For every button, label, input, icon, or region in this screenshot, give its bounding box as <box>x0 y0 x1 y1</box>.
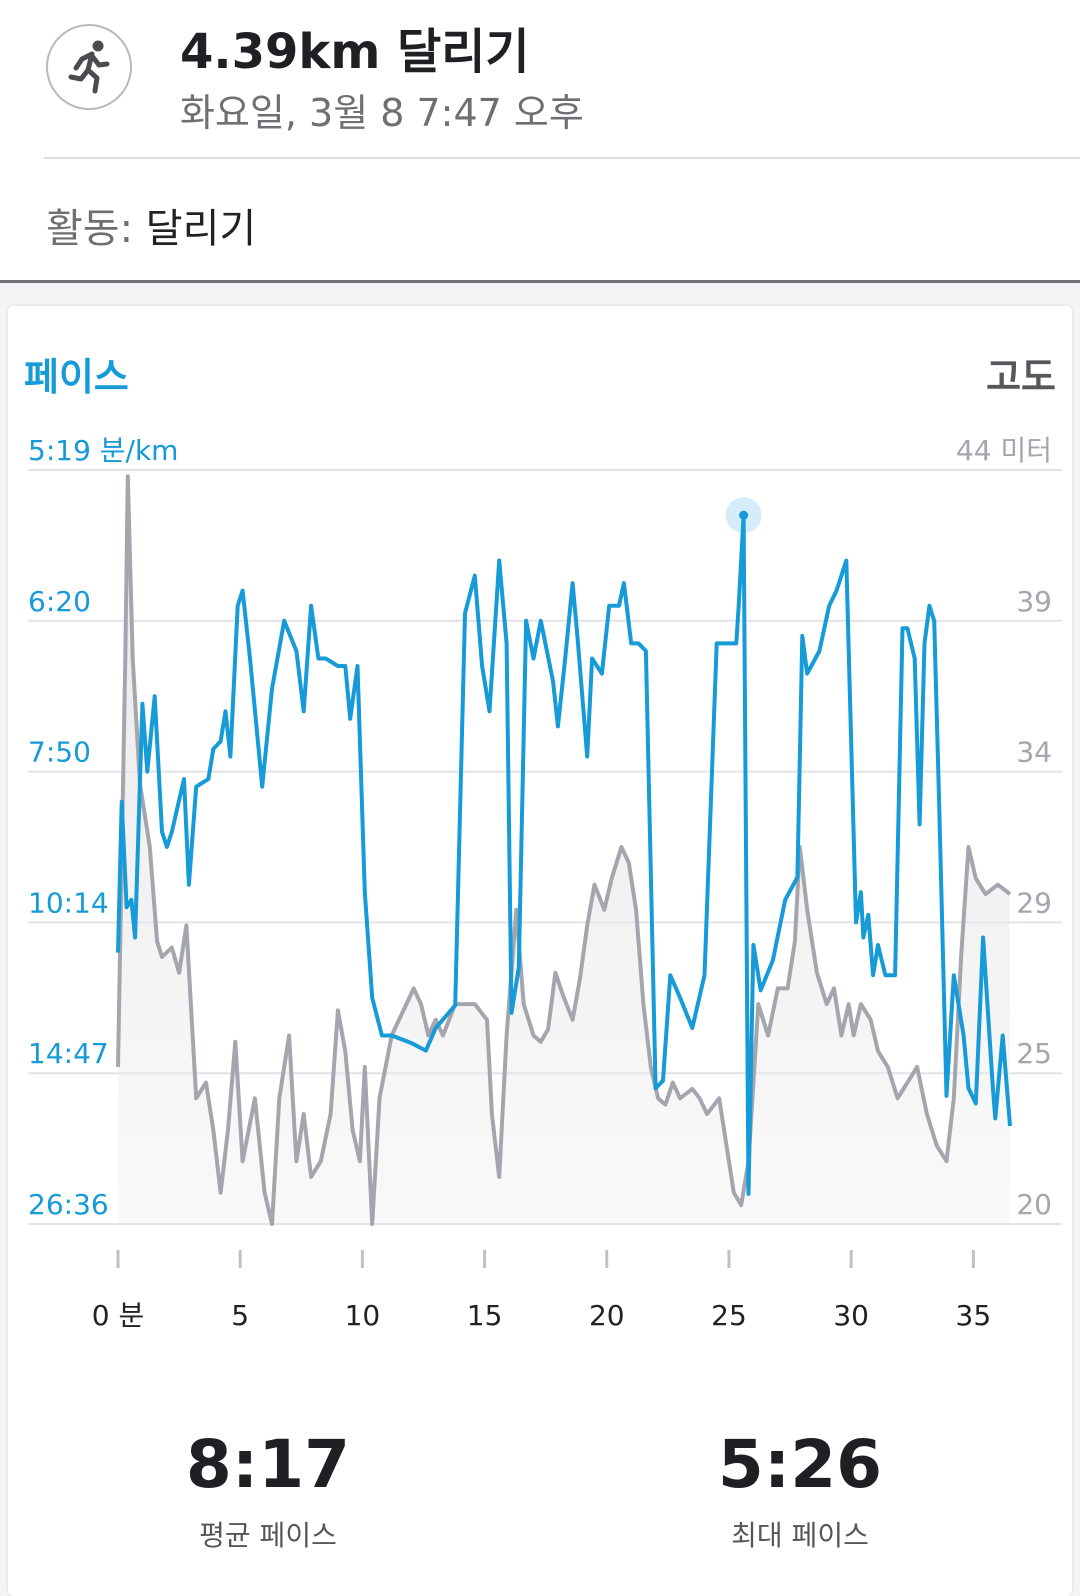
max-pace-marker <box>739 510 749 520</box>
activity-type-row: 활동: 달리기 <box>46 196 256 254</box>
activity-title: 4.39km 달리기 <box>180 24 530 80</box>
average-pace-stat: 8:17 평균 페이스 <box>118 1432 418 1554</box>
pace-tick-label: 6:20 <box>28 585 91 618</box>
average-pace-label: 평균 페이스 <box>199 1519 337 1552</box>
elevation-tick-label: 29 <box>1016 886 1052 919</box>
pace-line <box>116 513 1012 1196</box>
pace-tick-label: 10:14 <box>28 886 109 919</box>
header-divider <box>44 157 1080 159</box>
x-tick-label: 0 분 <box>92 1299 144 1332</box>
x-tick-label: 35 <box>956 1299 992 1332</box>
activity-type-value: 달리기 <box>145 206 257 252</box>
elevation-tick-label: 20 <box>1016 1188 1052 1221</box>
x-tick-label: 30 <box>833 1299 869 1332</box>
activity-date: 화요일, 3월 8 7:47 오후 <box>180 91 584 135</box>
x-tick-label: 10 <box>345 1299 381 1332</box>
max-pace-value: 5:26 <box>717 1426 883 1503</box>
elevation-tick-label: 34 <box>1016 736 1052 769</box>
activity-type-label: 활동: <box>46 206 134 252</box>
elevation-legend[interactable]: 고도 <box>986 355 1056 399</box>
average-pace-value: 8:17 <box>185 1426 351 1503</box>
pace-legend[interactable]: 페이스 <box>24 355 129 399</box>
pace-tick-label: 5:19 분/km <box>28 434 178 467</box>
max-pace-stat: 5:26 최대 페이스 <box>650 1432 950 1554</box>
x-tick-label: 15 <box>467 1299 503 1332</box>
x-tick-label: 5 <box>231 1299 249 1332</box>
activity-header: 4.39km 달리기 화요일, 3월 8 7:47 오후 활동: 달리기 <box>0 0 1080 283</box>
elevation-line <box>116 474 1012 1226</box>
pace-tick-label: 14:47 <box>28 1037 109 1070</box>
pace-tick-label: 26:36 <box>28 1188 109 1221</box>
elevation-tick-label: 25 <box>1016 1037 1052 1070</box>
elevation-tick-label: 39 <box>1016 585 1052 618</box>
running-person-icon <box>46 24 132 110</box>
x-tick-label: 20 <box>589 1299 625 1332</box>
x-tick-label: 25 <box>711 1299 747 1332</box>
elevation-tick-label: 44 미터 <box>956 434 1052 467</box>
max-pace-label: 최대 페이스 <box>731 1519 869 1552</box>
pace-tick-label: 7:50 <box>28 736 91 769</box>
